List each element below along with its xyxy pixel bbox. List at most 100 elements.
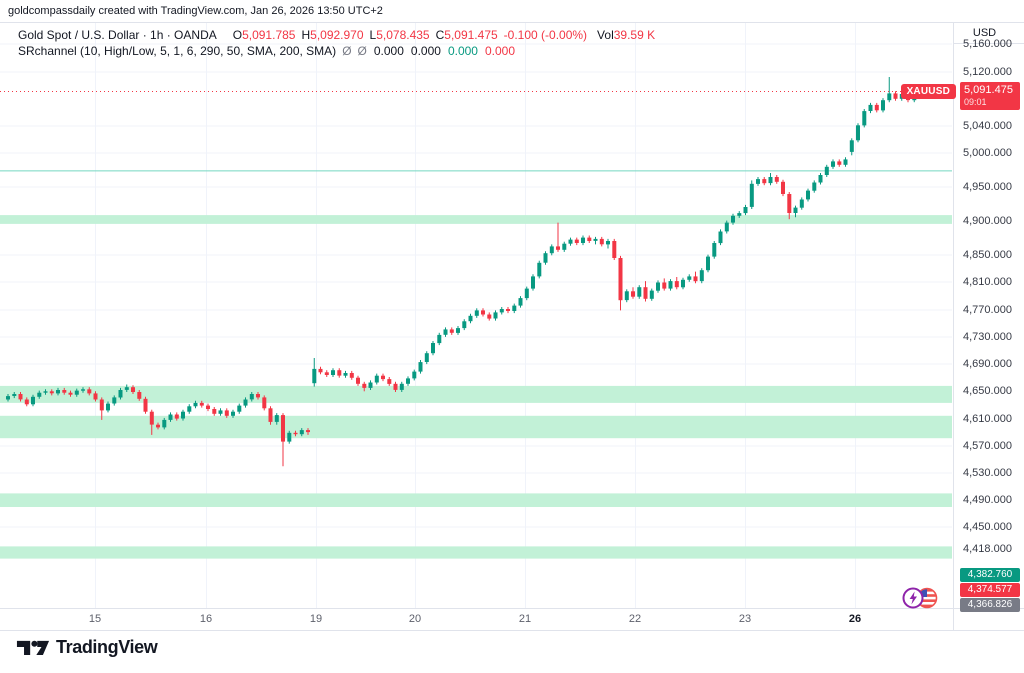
legend-symbol-row[interactable]: Gold Spot / U.S. Dollar · 1h · OANDA O5,0… (18, 28, 655, 42)
candle-body (468, 315, 473, 322)
candle-body (206, 405, 210, 409)
candle-body (337, 370, 342, 376)
candle-body (137, 392, 142, 399)
candle-body (837, 161, 842, 165)
price-axis-label: 4,650.000 (963, 385, 1012, 398)
current-price-badge: 5,091.475 09:01 (960, 82, 1020, 110)
candle-body (287, 432, 292, 442)
candle-body (193, 402, 198, 407)
candle-body (349, 373, 354, 378)
price-axis-label: 4,770.000 (963, 303, 1012, 316)
candle-body (406, 378, 410, 384)
price-axis-label: 4,418.000 (963, 543, 1012, 556)
candle-body (131, 387, 135, 392)
indicator-value-4: 0.000 (410, 44, 441, 58)
legend-indicator-row[interactable]: SRchannel (10, High/Low, 5, 1, 6, 290, 5… (18, 44, 515, 58)
high-label: H (301, 28, 311, 42)
candle-body (143, 398, 148, 412)
tradingview-logo-text: TradingView (56, 637, 158, 657)
candle-body (524, 288, 529, 299)
candlestick-chart[interactable] (0, 0, 1024, 631)
price-axis-label: 4,610.000 (963, 412, 1012, 425)
candle-body (68, 392, 73, 395)
indicator-value-3: 0.000 (373, 44, 404, 58)
candle-body (712, 243, 717, 257)
candle-body (731, 215, 735, 223)
candle-body (849, 140, 854, 152)
candle-body (743, 207, 748, 214)
candle-body (187, 406, 192, 412)
time-axis-label: 21 (518, 613, 532, 625)
candle-body (237, 405, 242, 412)
candle-body (843, 159, 848, 165)
candle-body (124, 387, 129, 390)
candle-body (549, 246, 554, 254)
close-label: C (435, 28, 445, 42)
candle-body (474, 310, 479, 316)
candle-body (256, 394, 260, 398)
candle-body (156, 424, 160, 428)
candle-body (624, 291, 629, 301)
sr-band (0, 546, 952, 559)
candle-body (587, 237, 592, 241)
candle-body (793, 207, 798, 213)
candle-body (462, 321, 467, 329)
candle-body (12, 394, 17, 396)
candle-body (449, 329, 454, 333)
price-axis-label: 4,810.000 (963, 276, 1012, 289)
time-axis-label: 16 (199, 613, 213, 625)
candle-body (506, 309, 510, 311)
candle-body (737, 213, 742, 216)
candle-body (599, 238, 604, 245)
price-axis-label: 4,690.000 (963, 358, 1012, 371)
candle-body (387, 379, 392, 384)
candle-body (774, 177, 779, 182)
candle-body (487, 314, 492, 319)
candle-body (893, 93, 898, 99)
candle-body (681, 279, 685, 288)
currency-header: USD (972, 27, 997, 39)
candle-body (643, 287, 648, 299)
candle-body (818, 175, 823, 183)
candle-body (512, 305, 517, 311)
candle-body (112, 397, 117, 404)
price-axis[interactable]: USD 5,160.000 5,120.000 5,040.000 5,000.000… (953, 0, 1024, 630)
candle-body (318, 368, 323, 373)
candle-body (637, 287, 642, 297)
candle-body (481, 310, 485, 315)
sr-band (0, 415, 952, 439)
price-level-badge: 4,382.760 (960, 568, 1020, 582)
candle-body (56, 390, 60, 394)
tradingview-logo[interactable]: TradingView (16, 637, 158, 658)
candle-body (756, 179, 760, 184)
close-value: 5,091.475 (444, 28, 498, 42)
candle-body (687, 276, 692, 280)
candle-body (574, 239, 579, 243)
price-axis-label: 4,530.000 (963, 466, 1012, 479)
candle-body (374, 375, 379, 383)
high-value: 5,092.970 (310, 28, 364, 42)
price-axis-label: 4,850.000 (963, 249, 1012, 262)
candle-body (18, 394, 23, 400)
current-price-value: 5,091.475 (964, 84, 1013, 96)
candle-body (393, 383, 398, 390)
candle-body (312, 368, 317, 384)
candle-body (581, 237, 585, 243)
candle-body (881, 100, 885, 111)
sr-band (0, 215, 952, 224)
indicator-value-1: Ø (342, 44, 352, 58)
candle-body (224, 410, 229, 416)
candle-body (593, 238, 598, 241)
candle-body (568, 239, 573, 244)
time-axis-label: 19 (309, 613, 323, 625)
volume-value: 39.59 K (613, 28, 656, 42)
candle-body (118, 390, 123, 398)
candle-body (49, 391, 54, 394)
candle-body (74, 390, 79, 395)
price-axis-label: 5,160.000 (963, 38, 1012, 51)
volume-label: Vol (597, 28, 614, 42)
candle-body (424, 353, 429, 362)
candle-body (268, 408, 273, 422)
candle-body (831, 161, 835, 167)
